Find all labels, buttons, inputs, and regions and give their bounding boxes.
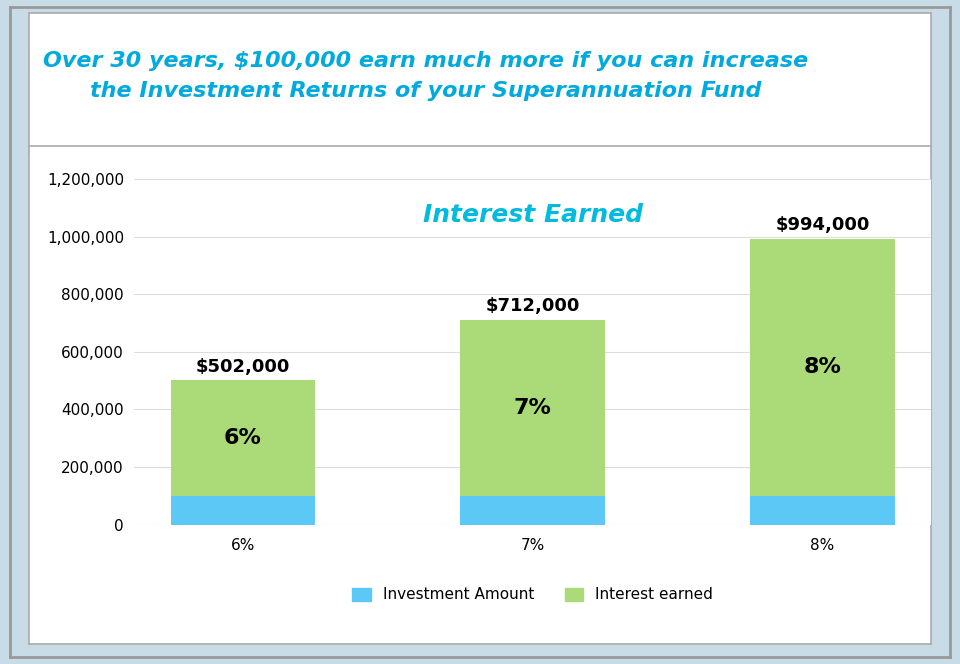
Text: 7%: 7% (514, 398, 552, 418)
Text: 6%: 6% (224, 428, 262, 448)
Text: 8%: 8% (804, 357, 842, 377)
Legend: Investment Amount, Interest earned: Investment Amount, Interest earned (352, 588, 713, 602)
Text: $712,000: $712,000 (486, 297, 580, 315)
Text: Over 30 years, $100,000 earn much more if you can increase
the Investment Return: Over 30 years, $100,000 earn much more i… (43, 51, 808, 101)
Bar (461, 319, 605, 496)
Bar (171, 496, 316, 525)
Text: $994,000: $994,000 (776, 216, 870, 234)
Bar (461, 496, 605, 525)
Text: Interest Earned: Interest Earned (422, 203, 643, 228)
Bar (750, 496, 895, 525)
Text: $502,000: $502,000 (196, 358, 290, 376)
Bar (750, 238, 895, 496)
Bar (171, 380, 316, 496)
